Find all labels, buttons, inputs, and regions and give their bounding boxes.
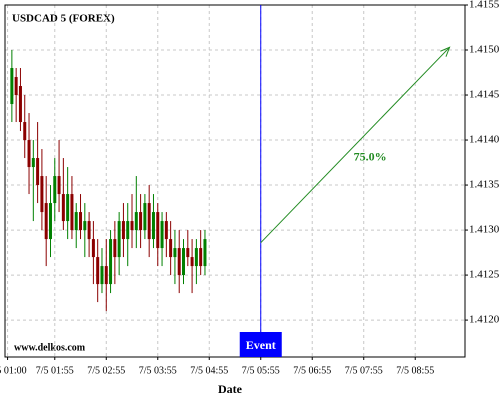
candle-body: [40, 176, 44, 213]
arrow-head: [440, 46, 451, 57]
candle-body: [87, 221, 91, 240]
x-tick-label: 7/5 03:55: [139, 365, 177, 376]
x-tick-label: 7/5 07:55: [345, 365, 383, 376]
candle-body: [36, 158, 40, 186]
y-tick-label: 1.4150: [469, 44, 500, 56]
candle-body: [96, 257, 100, 285]
candle-body: [121, 221, 125, 240]
y-tick-label: 1.4125: [469, 269, 500, 281]
x-tick-label: 7/5 05:55: [242, 365, 280, 376]
candle-body: [57, 176, 61, 195]
candle-body: [27, 140, 31, 168]
candle-body: [18, 86, 22, 123]
candle-body: [199, 248, 203, 267]
candle-body: [14, 77, 18, 96]
candle-body: [164, 221, 168, 240]
y-tick-label: 1.4130: [469, 224, 500, 236]
candle-body: [109, 239, 113, 285]
x-tick-label: 7/5 08:55: [396, 365, 434, 376]
watermark: www.delkos.com: [14, 342, 86, 353]
candle-body: [74, 212, 78, 231]
y-tick-label: 1.4135: [469, 179, 500, 191]
candle-body: [160, 221, 164, 249]
candle-body: [126, 221, 130, 240]
candle-body: [48, 203, 52, 240]
candle-body: [147, 203, 151, 240]
candle-body: [79, 212, 83, 231]
y-tick-label: 1.4120: [469, 314, 500, 326]
y-tick-label: 1.4155: [469, 0, 500, 11]
projection-line: [260, 46, 450, 244]
candle-body: [100, 266, 104, 285]
candle-body: [177, 248, 181, 276]
candle-body: [143, 203, 147, 231]
candle-body: [186, 248, 190, 258]
candle-body: [31, 158, 35, 168]
x-axis-label: Date: [218, 382, 243, 396]
candle-body: [23, 122, 27, 141]
x-tick-label: 7/5 01:00: [0, 365, 27, 376]
candle-body: [156, 212, 160, 249]
x-tick-label: 7/5 06:55: [293, 365, 331, 376]
candle-body: [113, 239, 117, 258]
y-tick-label: 1.4140: [469, 134, 500, 146]
candle-body: [151, 212, 155, 240]
candle-body: [10, 68, 14, 105]
candle-body: [104, 266, 108, 285]
candle-body: [91, 239, 95, 258]
projection-label: 75.0%: [354, 150, 387, 164]
candle-body: [173, 248, 177, 258]
x-tick-label: 7/5 04:55: [190, 365, 228, 376]
event-label: Event: [246, 338, 276, 352]
candle-body: [66, 194, 70, 222]
candle-body: [130, 221, 134, 231]
candle-body: [182, 248, 186, 276]
candle-body: [194, 248, 198, 267]
candles: [10, 50, 207, 312]
x-tick-label: 7/5 02:55: [87, 365, 125, 376]
candle-body: [169, 239, 173, 258]
candle-body: [53, 176, 57, 204]
candle-body: [83, 221, 87, 231]
y-tick-label: 1.4145: [469, 89, 500, 101]
chart-title: USDCAD 5 (FOREX): [12, 13, 115, 25]
plot-frame: [4, 4, 466, 358]
candle-body: [190, 257, 194, 267]
candle-body: [203, 239, 207, 267]
candle-body: [134, 212, 138, 231]
x-tick-label: 7/5 01:55: [36, 365, 74, 376]
candle-body: [139, 212, 143, 231]
candle-body: [70, 194, 74, 231]
event-box: [239, 332, 282, 357]
candle-body: [44, 203, 48, 240]
candle-body: [117, 221, 121, 258]
candle-body: [61, 194, 65, 222]
